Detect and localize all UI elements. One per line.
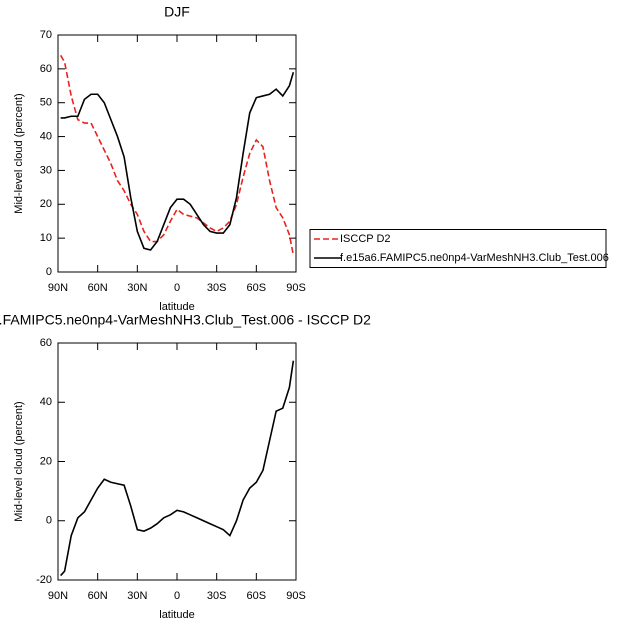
- y-axis-label: Mid-level cloud (percent): [13, 93, 25, 213]
- y-tick-label: -20: [36, 574, 52, 586]
- x-tick-label: 60S: [247, 590, 267, 602]
- x-tick-label: 90N: [48, 590, 68, 602]
- legend-label: ISCCP D2: [340, 233, 391, 245]
- x-tick-label: 30N: [127, 282, 147, 294]
- x-tick-label: 0: [174, 282, 180, 294]
- legend-box: [309, 229, 607, 268]
- y-axis-label: Mid-level cloud (percent): [13, 401, 25, 521]
- data-line: [60, 360, 295, 577]
- data-line: [60, 72, 295, 251]
- chart-title: DJF: [164, 4, 190, 20]
- x-tick-label: 60N: [88, 590, 108, 602]
- x-tick-label: 30S: [207, 590, 227, 602]
- y-tick-label: 60: [40, 63, 52, 75]
- y-tick-label: 0: [46, 515, 52, 527]
- plot-frame: [57, 34, 297, 273]
- y-tick-label: 60: [40, 337, 52, 349]
- y-tick-label: 0: [46, 266, 52, 278]
- y-tick-label: 40: [40, 130, 52, 142]
- y-tick-label: 40: [40, 396, 52, 408]
- x-tick-label: 30S: [207, 282, 227, 294]
- x-axis-label: latitude: [159, 301, 194, 313]
- x-tick-label: 60S: [247, 282, 267, 294]
- x-tick-label: 90N: [48, 282, 68, 294]
- data-line: [59, 54, 295, 256]
- chart-title: a6.FAMIPC5.ne0np4-VarMeshNH3.Club_Test.0…: [0, 312, 371, 328]
- y-tick-label: 70: [40, 29, 52, 41]
- x-tick-label: 60N: [88, 282, 108, 294]
- y-tick-label: 30: [40, 164, 52, 176]
- y-tick-label: 20: [40, 198, 52, 210]
- x-tick-label: 90S: [286, 590, 306, 602]
- x-tick-label: 30N: [127, 590, 147, 602]
- y-tick-label: 50: [40, 97, 52, 109]
- legend-label: f.e15a6.FAMIPC5.ne0np4-VarMeshNH3.Club_T…: [340, 252, 609, 264]
- x-tick-label: 90S: [286, 282, 306, 294]
- y-tick-label: 20: [40, 455, 52, 467]
- x-tick-label: 0: [174, 590, 180, 602]
- y-tick-label: 10: [40, 232, 52, 244]
- x-axis-label: latitude: [159, 609, 194, 621]
- plot-frame: [57, 342, 297, 581]
